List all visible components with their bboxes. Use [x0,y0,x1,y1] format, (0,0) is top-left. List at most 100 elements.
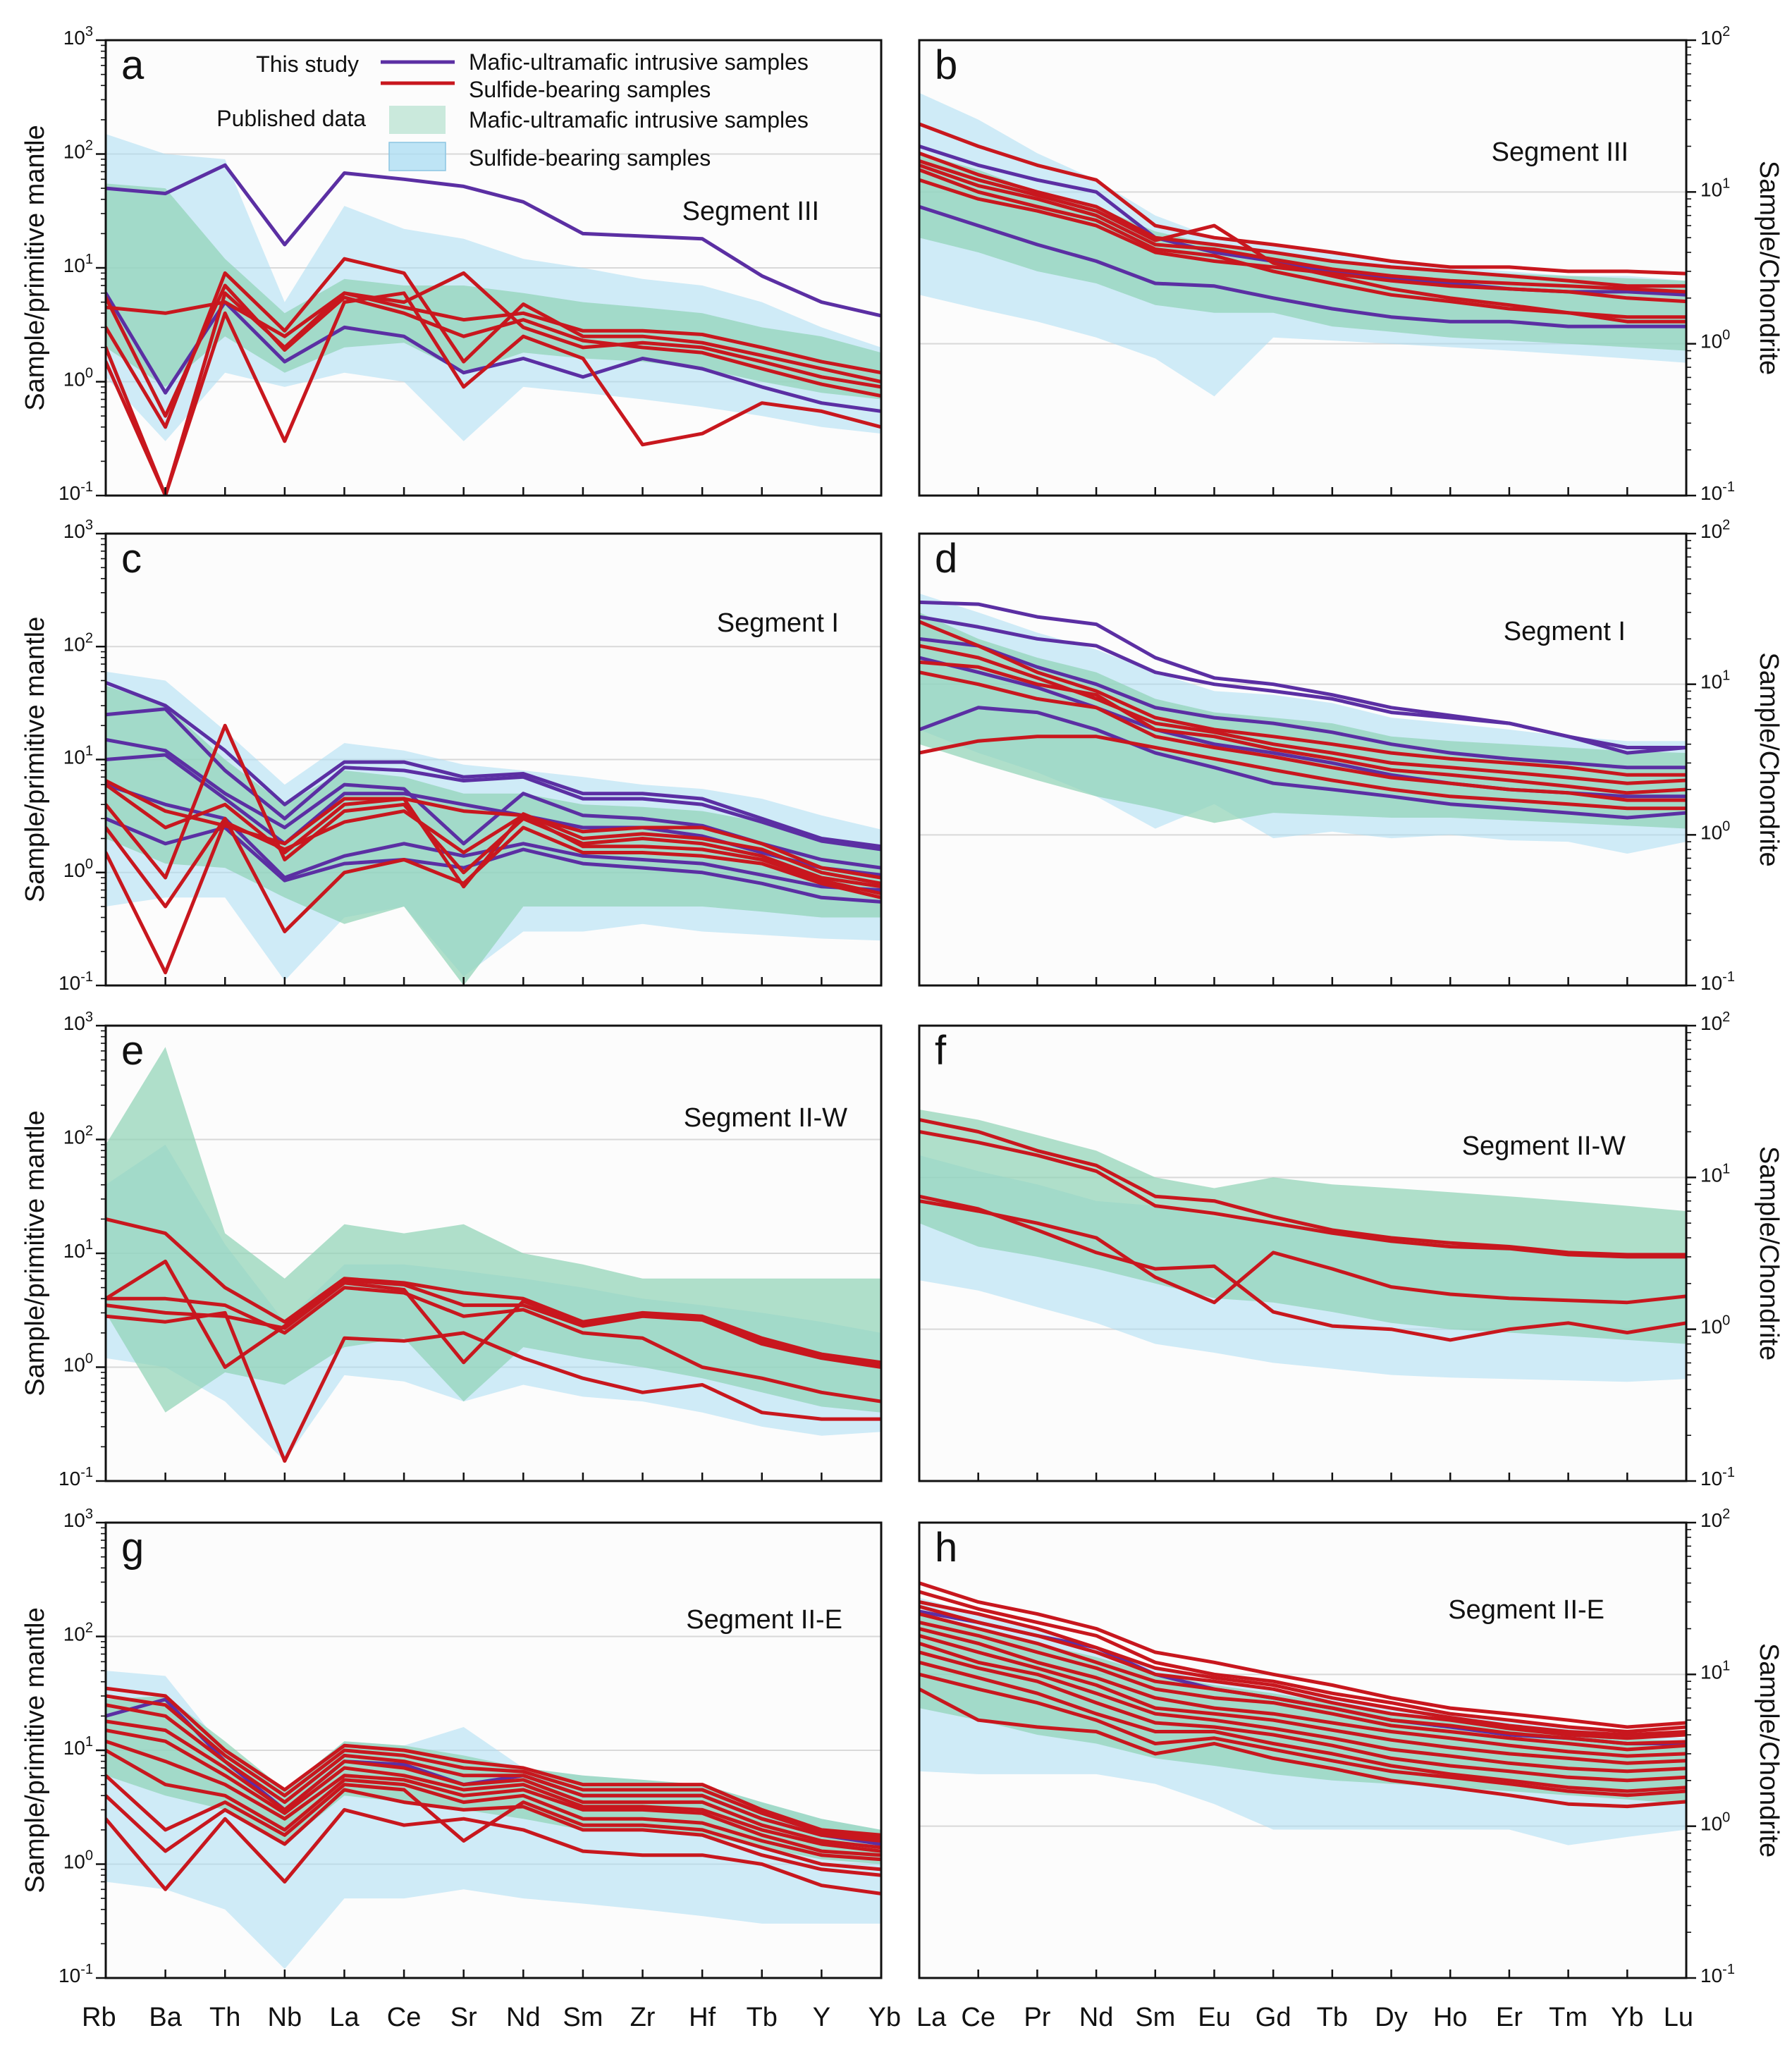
x-tick-label: Th [209,2003,240,2032]
sulfide-sample-line [919,1672,1686,1798]
y-tick-label: 10-1 [1700,969,1735,994]
y-tick-label: 101 [63,744,93,768]
x-tick-label: Nd [1079,2003,1114,2032]
y-axis-title: Sample/Chondrite [1754,1643,1784,1857]
y-tick-exponent: 3 [85,517,93,533]
plot-content [919,1110,1686,1382]
segment-label: Segment II-E [686,1605,842,1635]
x-tick-label: Yb [869,2003,901,2032]
sulfide-sample-line [919,644,1686,785]
panel-letter: a [121,42,145,88]
x-tick-label: La [916,2003,947,2032]
x-tick-label: Nd [506,2003,541,2032]
mafic-sample-line [919,637,1686,770]
sulfide-sample-line [106,1686,881,1837]
sulfide-sample-line [919,159,1686,319]
segment-label: Segment I [1504,617,1626,646]
x-tick-label: Tb [747,2003,778,2032]
y-tick-label: 100 [63,1351,93,1376]
y-tick-exponent: -1 [1722,1962,1735,1977]
sulfide-sample-line [919,122,1686,276]
x-tick-label: Sr [450,2003,477,2032]
y-tick-label: 100 [1700,1313,1730,1338]
y-tick-exponent: -1 [1722,479,1735,495]
y-tick-label: 102 [63,1124,93,1148]
y-tick-exponent: 1 [1722,1658,1730,1673]
y-tick-exponent: 1 [1722,176,1730,191]
published-mafic-band [919,153,1686,351]
segment-label: Segment II-W [684,1103,847,1133]
y-tick-label: 101 [63,252,93,276]
y-tick-label: 10-1 [59,1962,93,1986]
y-tick-exponent: 0 [85,1848,93,1864]
panel-letter: e [121,1028,144,1074]
y-tick-exponent: 2 [85,138,93,154]
x-tick-label: Tm [1549,2003,1588,2032]
y-tick-exponent: -1 [80,1465,93,1480]
y-tick-exponent: -1 [1722,1465,1735,1480]
sulfide-sample-line [919,670,1686,802]
y-tick-exponent: 2 [85,1621,93,1636]
legend: This study Mafic-ultramafic intrusive sam… [216,49,809,171]
sulfide-sample-line [919,1641,1686,1774]
y-tick-label: 10-1 [59,1465,93,1489]
sulfide-sample-line [919,1199,1686,1305]
y-tick-label: 103 [63,517,93,542]
sulfide-sample-line [919,1660,1686,1793]
y-tick-exponent: 0 [1722,818,1730,834]
plot-content [919,92,1686,397]
y-tick-exponent: 1 [85,252,93,267]
y-tick-exponent: 0 [1722,328,1730,343]
x-tick-label: Dy [1375,2003,1407,2032]
plot-content [106,134,881,496]
sulfide-sample-line [919,1130,1686,1259]
y-tick-label: 10-1 [1700,1962,1735,1986]
y-tick-exponent: -1 [80,1962,93,1977]
panel-letter: h [935,1525,957,1571]
sulfide-sample-line [106,1694,881,1840]
y-tick-exponent: 1 [85,744,93,759]
x-tick-label: Ce [387,2003,422,2032]
sulfide-sample-line [106,291,881,375]
plot-content [919,594,1686,854]
plot-frame [918,39,1688,497]
panel-letter: f [935,1028,947,1074]
sulfide-sample-line [106,723,881,889]
sulfide-sample-line [919,660,1686,795]
x-tick-label: Pr [1024,2003,1050,2032]
sulfide-sample-line [919,1650,1686,1783]
y-axis-title: Sample/primitive mantle [20,1607,50,1893]
y-tick-exponent: -1 [80,969,93,985]
y-tick-label: 102 [63,630,93,655]
y-axis-title: Sample/primitive mantle [20,125,50,410]
y-tick-exponent: 3 [85,1009,93,1025]
sulfide-sample-line [919,1633,1686,1765]
y-axis-title: Sample/Chondrite [1754,652,1784,866]
segment-label: Segment II-E [1448,1595,1604,1625]
y-tick-label: 100 [63,366,93,391]
x-tick-label: Ho [1433,2003,1468,2032]
plot-content [106,646,881,985]
sulfide-sample-line [919,1194,1686,1342]
y-tick-label: 102 [1700,24,1730,49]
y-tick-label: 102 [1700,517,1730,542]
y-tick-label: 101 [1700,1658,1730,1683]
y-axis-title: Sample/primitive mantle [20,617,50,902]
y-tick-label: 101 [63,1734,93,1759]
sulfide-sample-line [106,1310,881,1463]
sulfide-sample-line [919,1604,1686,1740]
plot-frame [918,1521,1688,1979]
x-tick-label: Lu [1664,2003,1693,2032]
y-tick-label: 100 [1700,1810,1730,1835]
y-tick-exponent: 3 [85,24,93,39]
panel-letter: d [935,536,957,582]
segment-label: Segment I [717,608,839,638]
mafic-sample-line [919,204,1686,328]
y-tick-label: 10-1 [59,969,93,994]
sulfide-sample-line [919,620,1686,777]
legend-pub-sulfide-label: Sulfide-bearing samples [469,145,711,171]
plot-frame [918,1024,1688,1482]
